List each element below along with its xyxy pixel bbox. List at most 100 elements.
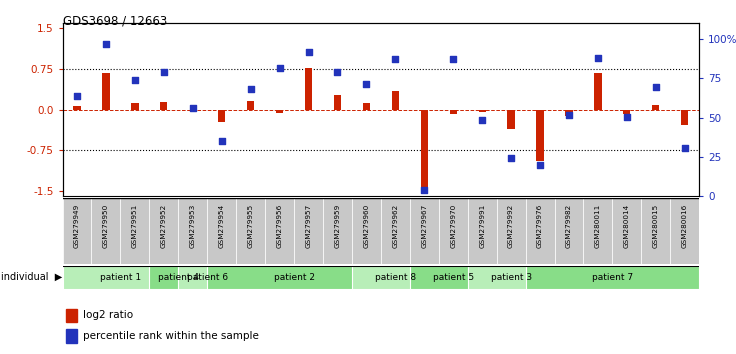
Text: GSM279954: GSM279954 <box>219 204 224 248</box>
Bar <box>236 198 265 264</box>
Text: GSM279959: GSM279959 <box>334 204 341 248</box>
Bar <box>208 266 381 289</box>
Bar <box>121 198 149 264</box>
Bar <box>526 266 699 289</box>
Text: GSM279955: GSM279955 <box>247 204 254 248</box>
Text: GSM279962: GSM279962 <box>392 204 398 248</box>
Bar <box>594 73 601 110</box>
Bar <box>265 198 294 264</box>
Text: GSM279992: GSM279992 <box>508 204 514 248</box>
Text: patient 5: patient 5 <box>433 273 474 281</box>
Bar <box>178 198 208 264</box>
Text: patient 4: patient 4 <box>158 273 199 281</box>
Point <box>245 86 257 92</box>
Text: GSM279952: GSM279952 <box>161 204 167 248</box>
Bar <box>363 103 370 110</box>
Bar <box>178 266 236 289</box>
Text: patient 1: patient 1 <box>100 273 141 281</box>
Bar <box>218 110 225 122</box>
Point <box>563 112 575 118</box>
Bar <box>410 198 439 264</box>
Text: GSM279967: GSM279967 <box>421 204 428 248</box>
Point <box>361 81 372 87</box>
Bar <box>276 110 283 113</box>
Bar <box>565 110 573 116</box>
Point <box>274 65 286 71</box>
Point <box>476 117 488 123</box>
Bar <box>149 266 208 289</box>
Text: log2 ratio: log2 ratio <box>83 310 133 320</box>
Text: GSM279991: GSM279991 <box>479 204 485 248</box>
Text: GSM280016: GSM280016 <box>682 204 687 248</box>
Text: percentile rank within the sample: percentile rank within the sample <box>83 331 259 341</box>
Bar <box>102 73 110 110</box>
Point <box>158 69 170 74</box>
Point <box>216 138 227 144</box>
Point <box>302 50 314 55</box>
Bar <box>131 103 138 110</box>
Bar <box>526 198 554 264</box>
Text: GSM280015: GSM280015 <box>653 204 659 248</box>
Bar <box>208 198 236 264</box>
Bar <box>508 110 514 129</box>
Bar <box>652 105 659 110</box>
Text: patient 8: patient 8 <box>375 273 416 281</box>
Point <box>389 57 401 62</box>
Text: GSM279950: GSM279950 <box>103 204 109 248</box>
Text: GSM279951: GSM279951 <box>132 204 138 248</box>
Bar <box>641 198 670 264</box>
Bar <box>352 266 439 289</box>
Point <box>505 155 517 161</box>
Text: GSM280014: GSM280014 <box>624 204 630 248</box>
Bar <box>612 198 641 264</box>
Bar <box>149 198 178 264</box>
Text: patient 7: patient 7 <box>592 273 633 281</box>
Point <box>332 69 344 74</box>
Bar <box>623 110 631 114</box>
Text: GSM279970: GSM279970 <box>450 204 456 248</box>
Bar <box>381 198 410 264</box>
Point <box>418 187 430 192</box>
Text: GSM279957: GSM279957 <box>305 204 311 248</box>
Bar <box>681 110 688 125</box>
Bar <box>160 102 168 110</box>
Bar <box>421 110 428 187</box>
Bar <box>352 198 381 264</box>
Bar <box>66 309 77 322</box>
Bar <box>439 198 467 264</box>
Text: individual  ▶: individual ▶ <box>1 272 63 282</box>
Bar <box>294 198 323 264</box>
Text: GDS3698 / 12663: GDS3698 / 12663 <box>63 14 167 27</box>
Text: GSM280011: GSM280011 <box>595 204 601 248</box>
Text: GSM279949: GSM279949 <box>74 204 80 248</box>
Point <box>447 57 459 62</box>
Bar <box>74 106 81 110</box>
Point <box>129 78 141 83</box>
Bar <box>66 329 77 343</box>
Text: patient 3: patient 3 <box>490 273 531 281</box>
Point <box>71 93 83 99</box>
Point <box>621 114 633 120</box>
Point <box>534 162 546 168</box>
Bar <box>63 198 91 264</box>
Bar <box>467 198 497 264</box>
Bar <box>410 266 497 289</box>
Point <box>100 41 112 47</box>
Text: GSM279982: GSM279982 <box>566 204 572 248</box>
Text: GSM279960: GSM279960 <box>364 204 369 248</box>
Text: GSM279953: GSM279953 <box>190 204 196 248</box>
Text: GSM279976: GSM279976 <box>537 204 543 248</box>
Bar <box>91 198 121 264</box>
Text: GSM279956: GSM279956 <box>277 204 283 248</box>
Bar <box>478 110 486 113</box>
Point <box>187 105 199 111</box>
Text: patient 2: patient 2 <box>274 273 314 281</box>
Bar <box>497 198 526 264</box>
Bar <box>247 101 254 110</box>
Text: patient 6: patient 6 <box>187 273 228 281</box>
Point <box>650 84 662 90</box>
Bar <box>392 91 399 110</box>
Bar <box>305 68 312 110</box>
Bar <box>537 110 544 161</box>
Bar <box>450 110 457 114</box>
